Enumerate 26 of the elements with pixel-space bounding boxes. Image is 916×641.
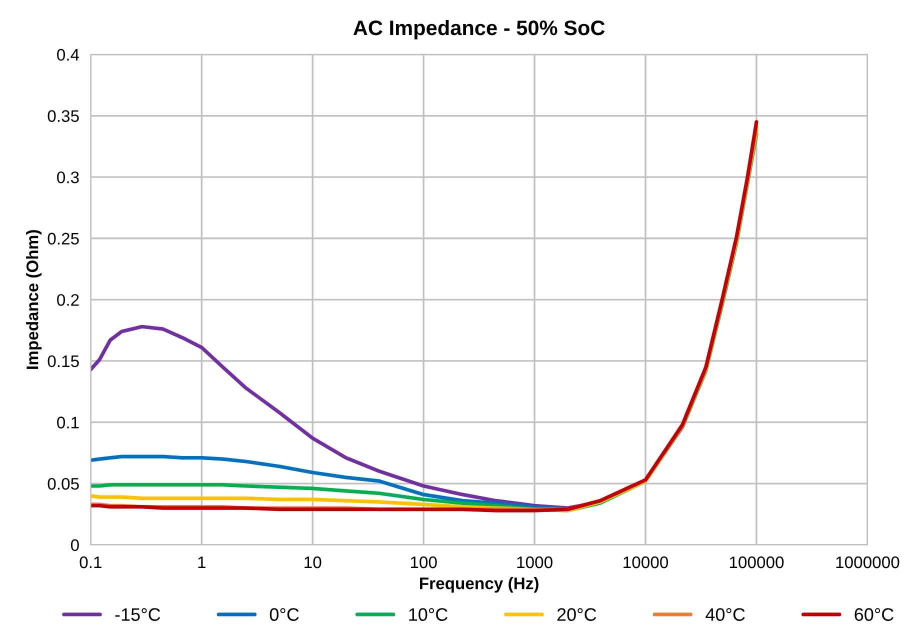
x-tick-label: 1 — [198, 556, 206, 568]
chart-title: AC Impedance - 50% SoC — [353, 20, 605, 40]
legend-label: 60°C — [854, 608, 894, 621]
y-tick-label: 0.2 — [57, 294, 79, 306]
x-axis-title: Frequency (Hz) — [420, 577, 538, 593]
x-tick-label: 10000 — [624, 556, 668, 568]
x-tick-label: 100 — [410, 556, 437, 568]
x-tick-label: 100000 — [730, 556, 784, 568]
legend-label: -15°C — [115, 608, 160, 621]
x-tick-label: 0.1 — [80, 556, 102, 568]
y-tick-label: 0.25 — [48, 232, 79, 245]
legend-label: 40°C — [706, 608, 745, 621]
legend-label: 20°C — [557, 608, 596, 621]
x-tick-label: 10 — [304, 556, 322, 568]
y-tick-label: 0.1 — [57, 416, 79, 428]
y-tick-label: 0.15 — [48, 355, 79, 368]
legend-label: 0°C — [270, 608, 299, 621]
y-tick-label: 0.3 — [57, 171, 79, 184]
y-tick-label: 0.4 — [57, 48, 80, 61]
y-tick-label: 0.35 — [48, 110, 79, 122]
x-tick-label: 1000 — [517, 556, 552, 568]
y-tick-label: 0 — [70, 539, 79, 552]
x-tick-label: 1000000 — [836, 556, 900, 568]
legend-label: 10°C — [409, 608, 448, 621]
y-axis-title: Impedance (Ohm) — [26, 230, 42, 369]
y-tick-label: 0.05 — [48, 478, 79, 490]
